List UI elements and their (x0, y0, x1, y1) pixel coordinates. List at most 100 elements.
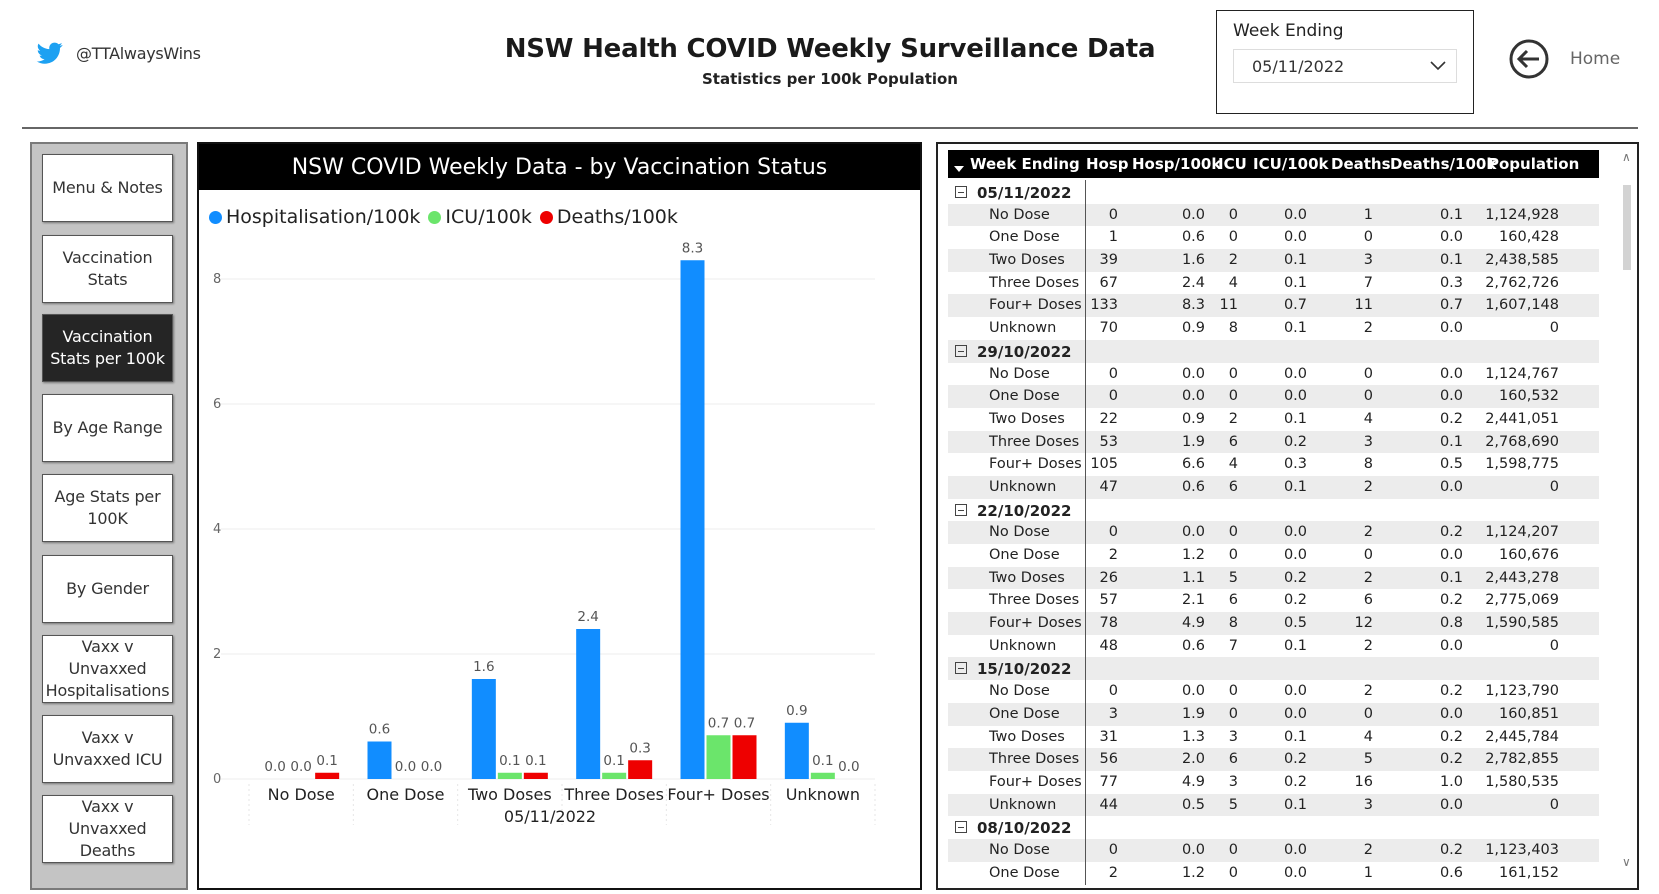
row-label: Two Doses (989, 252, 1065, 269)
week-ending-dropdown[interactable]: 05/11/2022 (1233, 49, 1457, 83)
table-cell: 0.0 (1439, 365, 1463, 382)
twitter-link[interactable]: @TTAlwaysWins (36, 40, 201, 66)
table-cell: 0.0 (1283, 683, 1307, 700)
table-group-row[interactable]: 08/10/2022 (948, 816, 1599, 839)
table-cell: 2,441,051 (1485, 410, 1559, 427)
table-cell: 0.6 (1181, 478, 1205, 495)
slicer-value: 05/11/2022 (1252, 56, 1345, 76)
table-cell: 6.6 (1181, 456, 1205, 473)
column-header[interactable]: ICU (1218, 155, 1247, 173)
row-label: One Dose (989, 547, 1060, 563)
table-cell: 0 (1228, 841, 1238, 858)
table-group-row[interactable]: 29/10/2022 (948, 339, 1599, 363)
table-cell: 6 (1228, 433, 1238, 450)
table-cell: 0.2 (1283, 773, 1307, 790)
table-cell: 1,580,535 (1485, 773, 1559, 790)
table-cell: 2 (1363, 841, 1373, 858)
table-row: Four+ Doses 78 4.9 8 0.5 12 0.8 1,590,585 (948, 612, 1599, 635)
scrollbar-thumb[interactable] (1623, 185, 1631, 270)
scroll-up-icon[interactable]: ∧ (1622, 150, 1631, 164)
nav-by-age-range[interactable]: By Age Range (42, 394, 173, 462)
table-cell: 2,443,278 (1485, 569, 1559, 586)
row-label: Two Doses (989, 728, 1065, 745)
nav-menu-notes[interactable]: Menu & Notes (42, 154, 173, 222)
collapse-icon[interactable] (955, 662, 967, 675)
table-cell: 3 (1363, 252, 1373, 269)
row-label: Four+ Doses (989, 456, 1082, 473)
legend-label: Deaths/100k (556, 206, 678, 228)
column-header[interactable]: Deaths (1331, 155, 1391, 173)
table-cell: 8 (1228, 320, 1238, 337)
table-group-row[interactable]: 15/10/2022 (948, 657, 1599, 681)
table-row: Two Doses 39 1.6 2 0.1 3 0.1 2,438,585 (948, 249, 1599, 272)
table-cell: 7 (1363, 274, 1373, 291)
nav-vaxx-hospitalisations[interactable]: Vaxx v Unvaxxed Hospitalisations (42, 635, 173, 703)
table-cell: 2.1 (1181, 592, 1205, 609)
group-week-label: 22/10/2022 (977, 501, 1072, 520)
row-label: No Dose (989, 524, 1050, 541)
table-row: Two Doses 22 0.9 2 0.1 4 0.2 2,441,051 (948, 408, 1599, 431)
table-cell: 1.6 (1181, 252, 1205, 269)
x-tick-label: Two Doses (467, 785, 552, 804)
column-header[interactable]: Hosp/100k (1132, 155, 1222, 173)
legend-item-deaths[interactable]: Deaths/100k (539, 206, 678, 228)
nav-panel: Menu & Notes Vaccination Stats Vaccinati… (30, 142, 188, 890)
collapse-icon[interactable] (955, 821, 967, 834)
x-group-label: 05/11/2022 (504, 807, 596, 826)
table-group-row[interactable]: 05/11/2022 (948, 181, 1599, 204)
nav-by-gender[interactable]: By Gender (42, 555, 173, 623)
data-label: 0.7 (734, 715, 755, 731)
data-label: 0.0 (421, 759, 442, 775)
table-cell: 0.8 (1439, 615, 1463, 632)
table-cell: 0.0 (1181, 388, 1205, 405)
table-cell: 78 (1099, 615, 1118, 632)
table-cell: 0 (1108, 683, 1118, 700)
table-cell: 26 (1099, 569, 1118, 586)
table-cell: 0 (1363, 229, 1373, 246)
table-cell: 1.1 (1181, 569, 1205, 586)
nav-vaccination-stats[interactable]: Vaccination Stats (42, 235, 173, 303)
column-header[interactable]: Deaths/100k (1390, 155, 1497, 173)
table-cell: 2 (1108, 864, 1118, 881)
group-week-label: 29/10/2022 (977, 342, 1072, 361)
bar-hospitalisation-k-four-doses (680, 260, 705, 779)
nav-vaxx-icu[interactable]: Vaxx v Unvaxxed ICU (42, 715, 173, 783)
column-header[interactable]: Week Ending (970, 155, 1080, 173)
table-row: One Dose 3 1.9 0 0.0 0 0.0 160,851 (948, 702, 1599, 726)
table-row: One Dose 2 1.2 0 0.0 1 0.6 161,152 (948, 862, 1599, 885)
column-header[interactable]: Population (1488, 155, 1580, 173)
table-cell: 6 (1228, 751, 1238, 768)
scroll-down-icon[interactable]: ∨ (1622, 855, 1631, 869)
group-week-label: 08/10/2022 (977, 819, 1072, 838)
table-cell: 0 (1228, 388, 1238, 405)
collapse-icon[interactable] (955, 503, 967, 516)
table-cell: 0.1 (1439, 569, 1463, 586)
table-cell: 0.6 (1181, 229, 1205, 246)
row-label: One Dose (989, 388, 1060, 405)
table-cell: 53 (1099, 433, 1118, 450)
column-header[interactable]: ICU/100k (1253, 155, 1329, 173)
table-row-header-divider (1085, 180, 1086, 885)
table-cell: 3 (1228, 728, 1238, 745)
nav-vaxx-deaths[interactable]: Vaxx v Unvaxxed Deaths (42, 795, 173, 863)
collapse-icon[interactable] (955, 186, 967, 198)
sort-desc-icon[interactable] (954, 166, 964, 172)
nav-vaccination-stats-per-100k[interactable]: Vaccination Stats per 100k (42, 314, 173, 382)
table-cell: 0.0 (1439, 320, 1463, 337)
column-header[interactable]: Hosp (1086, 155, 1129, 173)
nav-age-stats-per-100k[interactable]: Age Stats per 100K (42, 474, 173, 542)
legend-item-hosp[interactable]: Hospitalisation/100k (209, 206, 420, 228)
table-group-row[interactable]: 22/10/2022 (948, 499, 1599, 522)
table-scrollbar[interactable]: ∧ ∨ (1620, 150, 1634, 880)
data-label: 0.1 (316, 753, 337, 769)
table-cell: 1,123,403 (1485, 841, 1559, 858)
collapse-icon[interactable] (955, 344, 967, 357)
group-week-label: 05/11/2022 (977, 184, 1072, 202)
table-row: Three Doses 56 2.0 6 0.2 5 0.2 2,782,855 (948, 748, 1599, 771)
home-button[interactable]: Home (1508, 38, 1620, 80)
twitter-icon (36, 42, 63, 64)
legend-item-icu[interactable]: ICU/100k (428, 206, 532, 228)
header-divider (22, 127, 1638, 129)
row-label: One Dose (989, 705, 1060, 722)
legend-label: Hospitalisation/100k (226, 206, 421, 228)
